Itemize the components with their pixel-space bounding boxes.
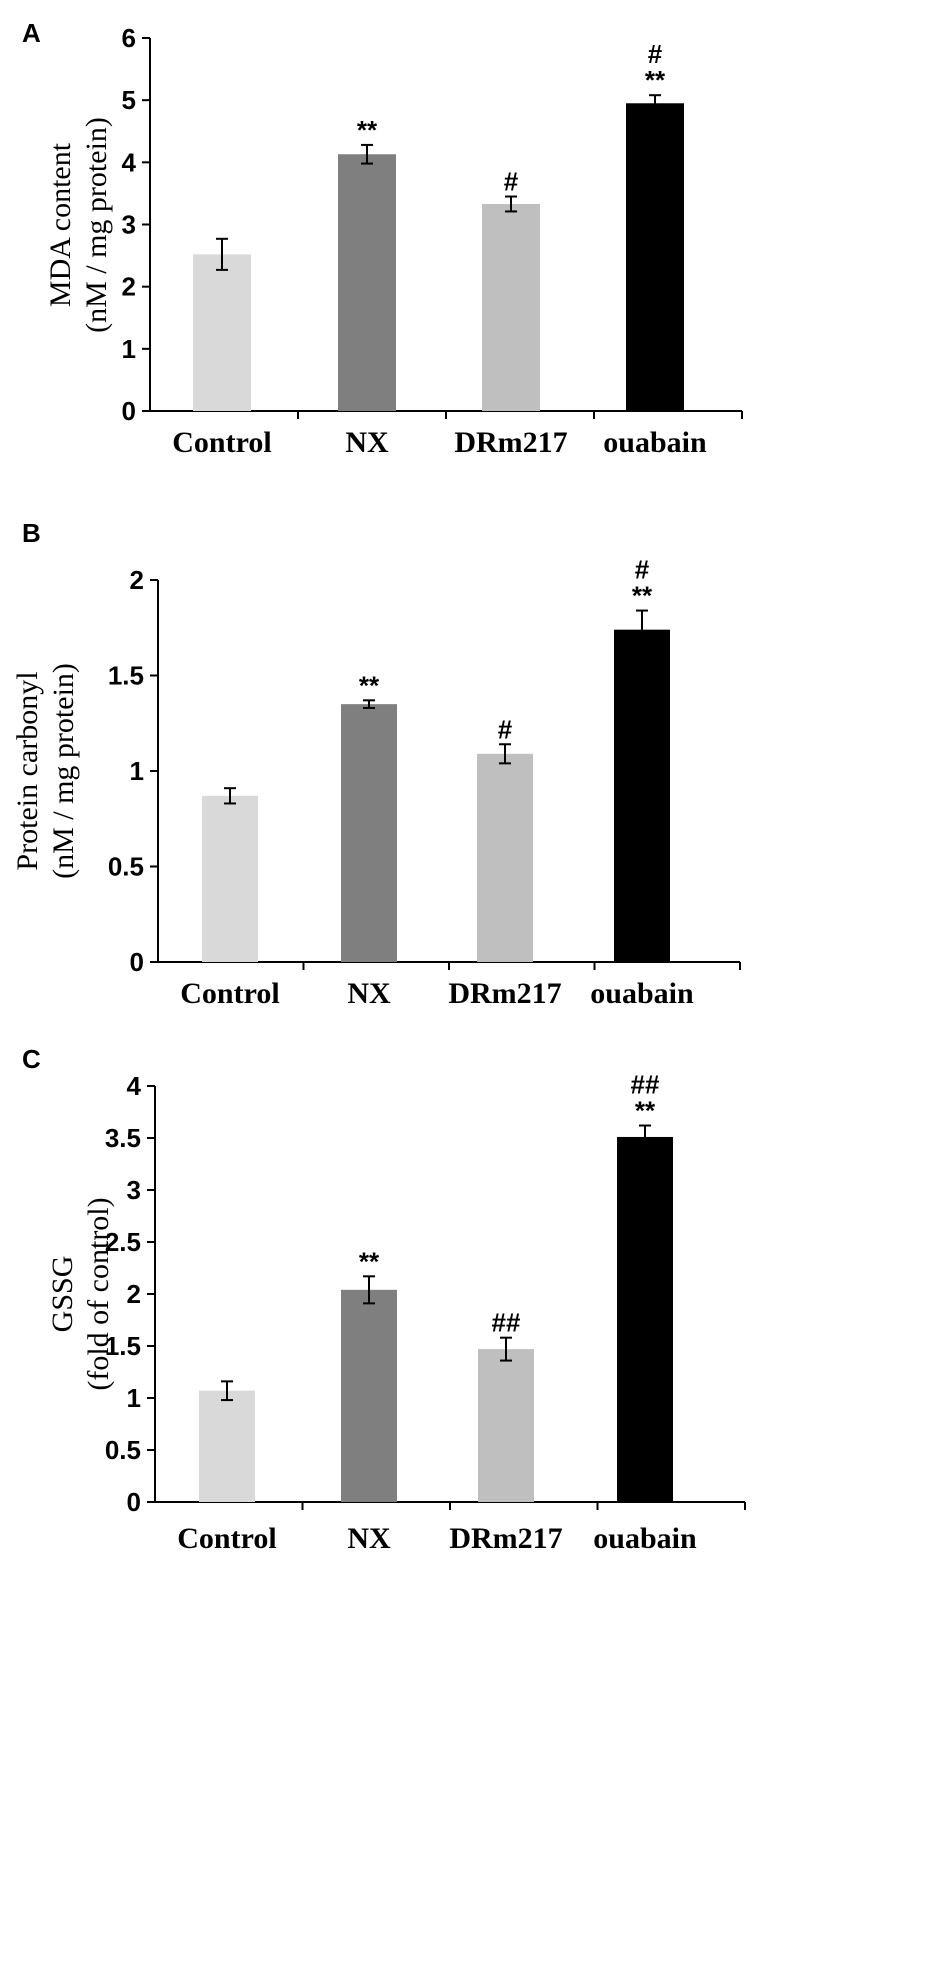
significance-mark: ## [631, 1070, 660, 1100]
panel-letter: B [22, 518, 41, 548]
y-tick-label: 2 [130, 565, 144, 595]
error-bar [216, 237, 228, 271]
x-category-label: DRm217 [449, 1522, 562, 1555]
y-tick-label: 1 [122, 334, 136, 364]
x-category-label: Control [177, 1522, 276, 1555]
x-category-label: Control [172, 426, 271, 459]
panel-letter: C [22, 1044, 41, 1074]
error-bar [505, 195, 517, 213]
bar-nx [338, 154, 396, 412]
chart-panel-b: B Protein carbonyl (nM / mg protein) 0 0.5 1 1… [11, 518, 741, 1010]
error-bar [363, 699, 375, 709]
error-bar [221, 1380, 233, 1402]
x-category-label: ouabain [593, 1522, 697, 1555]
y-axis-label: Protein carbonyl (nM / mg protein) [11, 663, 80, 879]
x-category-label: DRm217 [448, 977, 561, 1010]
y-tick-label: 3 [127, 1175, 141, 1205]
y-axis-label-line-1: GSSG [46, 1256, 79, 1333]
y-tick-label: 4 [127, 1071, 142, 1101]
error-bar [500, 1336, 512, 1362]
error-bar [224, 787, 236, 805]
bar-nx [341, 704, 397, 962]
y-tick-label: 1 [130, 756, 144, 786]
y-tick-label: 2 [122, 272, 136, 302]
y-tick-label: 3.5 [105, 1123, 141, 1153]
y-tick-label: 1 [127, 1383, 141, 1413]
y-axis-label: MDA content (nM / mg protein) [44, 117, 113, 333]
y-tick-label: 1.5 [108, 661, 144, 691]
y-axis-label-line-1: MDA content [44, 142, 77, 307]
x-category-label: ouabain [590, 977, 694, 1010]
error-bar [636, 609, 648, 650]
y-tick-label: 0.5 [105, 1435, 141, 1465]
error-bar [639, 1124, 651, 1150]
y-tick-label: 1.5 [105, 1331, 141, 1361]
y-tick-label: 5 [122, 85, 136, 115]
y-tick-label: 2 [127, 1279, 141, 1309]
significance-mark: # [648, 39, 663, 69]
chart-panel-a: A MDA content (nM / mg protein) 0 1 2 3 4 5 6 Cont… [22, 18, 743, 459]
significance-mark: ** [359, 1246, 380, 1276]
y-tick-label: 4 [122, 147, 137, 177]
y-axis-label-line-1: Protein carbonyl [11, 671, 44, 870]
y-tick-label: 0 [130, 947, 144, 977]
bar-control [202, 795, 258, 962]
bar-drm217 [482, 203, 540, 411]
y-axis-label-line-2: (fold of control) [82, 1197, 115, 1390]
significance-mark: # [498, 714, 513, 744]
y-axis-label-line-2: (nM / mg protein) [80, 117, 113, 333]
x-category-label: ouabain [603, 426, 707, 459]
y-axis-label-line-2: (nM / mg protein) [47, 663, 80, 879]
x-category-label: Control [180, 977, 279, 1010]
bar-nx [341, 1289, 397, 1502]
bar-control [199, 1390, 255, 1502]
error-bar [499, 743, 511, 765]
significance-mark: ** [635, 1096, 656, 1126]
error-bar [361, 143, 373, 165]
error-bar [649, 94, 661, 113]
y-tick-label: 3 [122, 210, 136, 240]
y-tick-label: 0.5 [108, 852, 144, 882]
significance-mark: ** [632, 581, 653, 611]
x-category-label: NX [347, 977, 391, 1010]
bar-control [193, 254, 251, 411]
panel-letter: A [22, 18, 41, 48]
y-axis-label: GSSG (fold of control) [46, 1197, 115, 1390]
y-tick-label: 0 [122, 396, 136, 426]
x-category-label: NX [347, 1522, 391, 1555]
significance-mark: ## [492, 1308, 521, 1338]
significance-mark: ** [645, 65, 666, 95]
significance-mark: ** [359, 670, 380, 700]
x-category-label: DRm217 [454, 426, 567, 459]
chart-panel-c: C GSSG (fold of control) 0 0.5 1 1.5 2 2.5 3 3.5 4 C… [22, 1044, 746, 1555]
y-tick-label: 2.5 [105, 1227, 141, 1257]
bar-ouabain [617, 1136, 673, 1502]
bar-drm217 [477, 753, 533, 962]
significance-mark: # [635, 555, 650, 585]
y-tick-label: 0 [127, 1487, 141, 1517]
bar-ouabain [626, 103, 684, 412]
significance-mark: # [504, 167, 519, 197]
y-tick-label: 6 [122, 23, 136, 53]
bar-drm217 [478, 1349, 534, 1502]
bar-ouabain [614, 629, 670, 962]
x-category-label: NX [345, 426, 389, 459]
error-bar [363, 1275, 375, 1305]
significance-mark: ** [357, 115, 378, 145]
